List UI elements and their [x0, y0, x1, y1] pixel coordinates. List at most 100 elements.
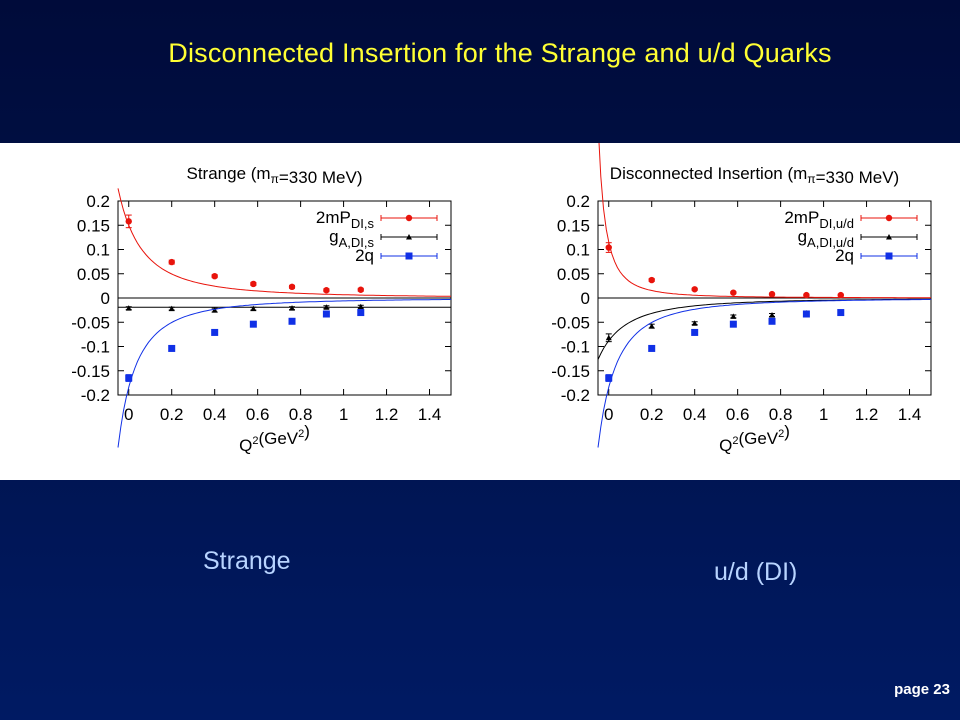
x-tick-label: 0.4 — [203, 405, 227, 424]
marker-circle — [357, 286, 364, 293]
legend-marker — [886, 234, 892, 240]
marker-square — [357, 309, 365, 317]
marker-circle — [125, 218, 132, 225]
data-point-black — [605, 333, 612, 343]
x-tick-label: 0.6 — [246, 405, 270, 424]
y-tick-label: -0.1 — [561, 338, 590, 357]
data-point-black — [357, 303, 364, 310]
marker-circle — [250, 280, 257, 288]
y-tick-label: 0.2 — [566, 192, 590, 211]
marker-triangle — [605, 334, 612, 341]
data-point-black — [691, 320, 698, 326]
marker-triangle — [250, 305, 257, 312]
chart-strange: Strange (mπ=330 MeV) 0.2 0.15 0.1 0.05 0 -0.05… — [71, 164, 452, 455]
data-point-red — [168, 258, 175, 266]
figure-panel: Strange (mπ=330 MeV) 0.2 0.15 0.1 0.05 0 -0.05… — [0, 143, 960, 480]
fit-curve-red — [598, 143, 931, 299]
y-tick-label: 0.05 — [77, 265, 110, 284]
fit-curve-blue — [597, 299, 931, 448]
marker-square — [837, 309, 845, 317]
x-tick-label: 0.6 — [726, 405, 750, 424]
page-number: page 23 — [894, 681, 950, 698]
x-axis-label: Q2(GeV2) — [719, 422, 790, 455]
marker-circle — [837, 291, 844, 299]
data-point-blue — [605, 374, 613, 382]
data-point-red — [803, 291, 810, 299]
data-point-blue — [729, 320, 737, 328]
fit-curve-red — [117, 188, 451, 297]
data-point-red — [288, 283, 296, 291]
slide-title: Disconnected Insertion for the Strange a… — [168, 38, 832, 68]
data-point-red — [605, 242, 612, 253]
data-point-blue — [168, 344, 176, 352]
caption-ud-di: u/d (DI) — [714, 558, 798, 586]
x-axis-label: Q2(GeV2) — [239, 422, 310, 455]
x-tick-label: 0 — [604, 405, 613, 424]
data-point-black — [125, 305, 132, 311]
fit-curve-black — [597, 298, 931, 360]
data-point-black — [289, 305, 296, 311]
caption-strange: Strange — [203, 547, 291, 575]
marker-circle — [323, 287, 330, 294]
y-tick-label: 0 — [581, 289, 590, 308]
x-tick-label: 0 — [124, 405, 133, 424]
data-point-black — [769, 311, 776, 318]
y-tick-label: 0.2 — [86, 192, 110, 211]
y-tick-label: -0.05 — [71, 313, 110, 332]
data-point-blue — [837, 309, 845, 317]
x-tick-label: 0.8 — [289, 405, 313, 424]
y-tick-label: -0.05 — [551, 313, 590, 332]
marker-circle — [288, 283, 296, 291]
y-tick-label: 0.15 — [77, 216, 110, 235]
marker-triangle — [357, 303, 364, 310]
marker-square — [125, 374, 133, 382]
data-point-blue — [691, 328, 699, 336]
marker-circle — [648, 276, 655, 284]
marker-square — [648, 344, 656, 352]
marker-circle — [691, 286, 698, 293]
data-point-red — [211, 272, 218, 280]
x-tick-label: 0.4 — [683, 405, 707, 424]
marker-circle — [211, 272, 218, 280]
marker-square — [802, 310, 810, 318]
x-tick-label: 0.2 — [160, 405, 184, 424]
marker-square — [211, 328, 219, 336]
marker-circle — [803, 291, 810, 299]
legend-label: 2q — [835, 246, 854, 265]
y-tick-label: -0.1 — [81, 338, 110, 357]
data-point-red — [125, 214, 132, 229]
y-tick-label: 0.15 — [557, 216, 590, 235]
y-tick-label: -0.2 — [561, 386, 590, 405]
y-tick-label: 0 — [101, 289, 110, 308]
marker-square — [729, 320, 737, 328]
x-tick-label: 0.2 — [640, 405, 664, 424]
x-tick-label: 1 — [819, 405, 828, 424]
marker-circle — [605, 244, 612, 251]
marker-circle — [730, 289, 737, 296]
marker-square — [322, 310, 330, 318]
chart-disconnected-insertion: Disconnected Insertion (mπ=330 MeV) 0.2 0.… — [551, 143, 932, 455]
data-point-blue — [357, 309, 365, 317]
marker-triangle — [323, 304, 330, 310]
marker-circle — [768, 290, 776, 298]
marker-square — [605, 374, 613, 382]
marker-triangle — [648, 323, 655, 329]
data-point-blue — [249, 320, 257, 328]
data-point-red — [323, 287, 330, 294]
legend-marker — [405, 214, 413, 222]
data-point-blue — [648, 344, 656, 352]
y-tick-label: 0.05 — [557, 265, 590, 284]
marker-triangle — [769, 311, 776, 318]
legend-marker — [406, 234, 412, 240]
data-point-red — [730, 289, 737, 296]
x-tick-label: 0.8 — [769, 405, 793, 424]
legend-label: 2mPDI,s — [316, 208, 375, 231]
legend-label: 2mPDI,u/d — [784, 208, 854, 231]
marker-triangle — [691, 320, 698, 326]
marker-triangle — [289, 305, 296, 311]
marker-square — [168, 344, 176, 352]
x-tick-label: 1 — [339, 405, 348, 424]
data-point-blue — [768, 317, 776, 325]
marker-circle — [168, 258, 175, 266]
data-point-black — [250, 305, 257, 312]
